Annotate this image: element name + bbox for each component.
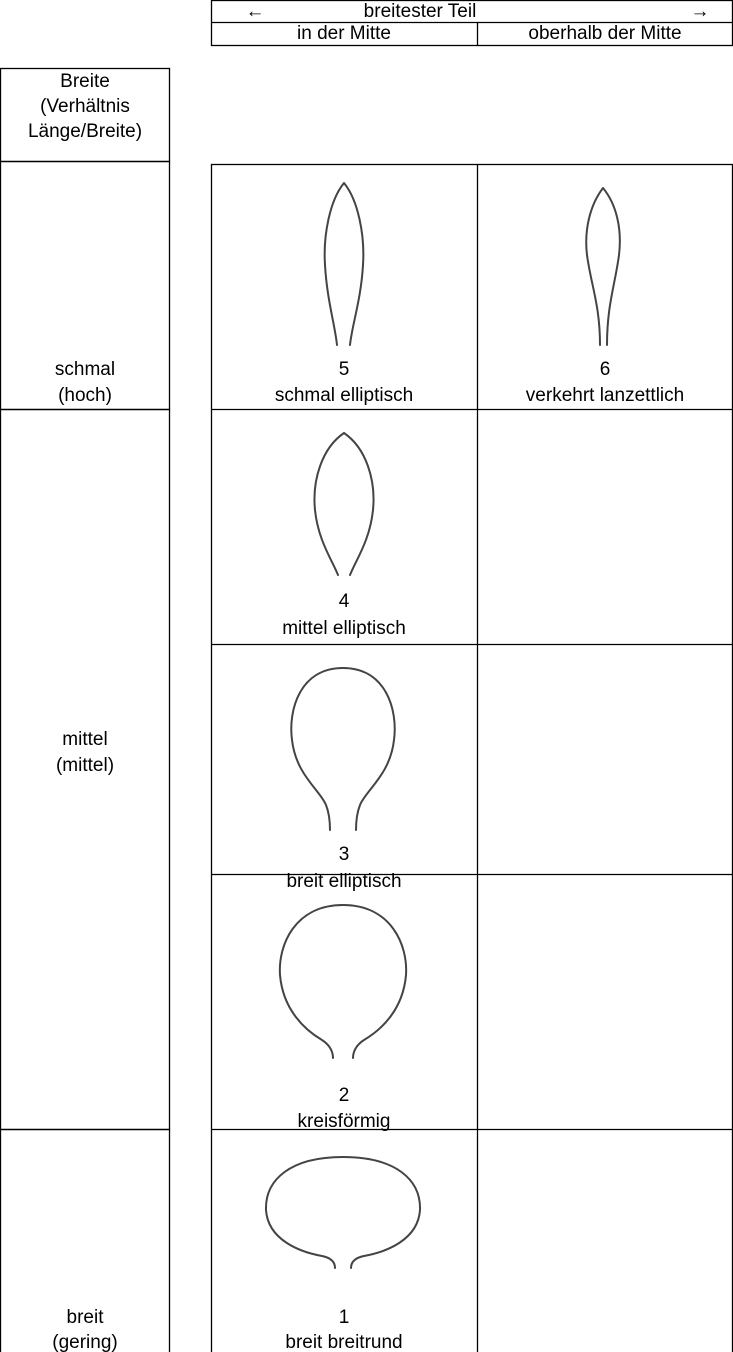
- shape-number: 5: [339, 359, 350, 380]
- shape-name: mittel elliptisch: [282, 618, 406, 639]
- row-label: (gering): [52, 1332, 117, 1352]
- row-header: Breite: [60, 71, 110, 92]
- row-label: schmal: [55, 359, 115, 380]
- shape-name: breit elliptisch: [286, 871, 401, 892]
- row-box: [0, 1128, 171, 1352]
- shape-name: verkehrt lanzettlich: [526, 385, 684, 406]
- grid-box: [210, 163, 733, 1352]
- row-label: mittel: [62, 729, 107, 750]
- leaf-5: [323, 182, 365, 346]
- shape-number: 4: [339, 591, 350, 612]
- leaf-6: [585, 187, 621, 346]
- shape-number: 6: [600, 359, 611, 380]
- column-header: in der Mitte: [297, 23, 391, 44]
- row-header: (Verhältnis: [40, 96, 130, 117]
- leaf-2: [278, 904, 408, 1059]
- header-span: breitester Teil: [364, 1, 477, 22]
- leaf-3: [290, 667, 396, 831]
- shape-number: 2: [339, 1085, 350, 1106]
- arrow-left: ←: [246, 1, 265, 22]
- shape-number: 1: [339, 1307, 350, 1328]
- shape-name: kreisförmig: [298, 1111, 391, 1132]
- leaf-1: [264, 1156, 422, 1269]
- leaf-4: [313, 432, 375, 576]
- shape-name: schmal elliptisch: [275, 385, 413, 406]
- row-label: (hoch): [58, 385, 112, 406]
- shape-number: 3: [339, 844, 350, 865]
- row-label: (mittel): [56, 755, 114, 776]
- row-label: breit: [67, 1307, 105, 1328]
- shape-name: breit breitrund: [285, 1332, 402, 1352]
- row-header: Länge/Breite): [28, 121, 142, 142]
- arrow-right: →: [691, 1, 710, 22]
- column-header: oberhalb der Mitte: [528, 23, 681, 44]
